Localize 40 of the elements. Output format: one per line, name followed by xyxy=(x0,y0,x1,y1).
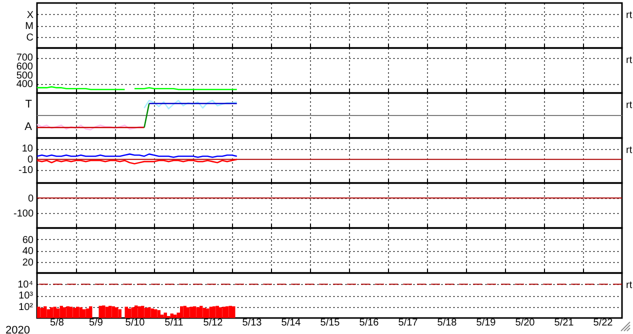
x-tick-label: 5/13 xyxy=(242,318,262,328)
y-tick-label: 10² xyxy=(18,302,34,313)
text: A xyxy=(24,120,33,133)
x-tick-label: 5/15 xyxy=(320,318,340,328)
category-label: M xyxy=(25,21,34,32)
x-tick-label: 5/21 xyxy=(554,318,574,328)
x-tick-label: 5/12 xyxy=(203,318,224,328)
category-label: C xyxy=(26,32,34,44)
category-label: -100 xyxy=(13,208,34,220)
y-tick-label: 10⁴ xyxy=(18,279,33,290)
text: rt xyxy=(626,145,632,156)
y-tick-label: 0 xyxy=(27,154,34,166)
x-tick-label: 5/11 xyxy=(164,318,184,328)
category-label: X xyxy=(26,10,34,21)
text: rt xyxy=(626,10,632,21)
x-tick-label: 5/8 xyxy=(50,318,64,328)
y-tick-label: 700 xyxy=(16,52,34,64)
y-tick-label: 400 xyxy=(16,79,34,90)
category-label: 20 xyxy=(22,257,34,268)
x-tick-label: 5/19 xyxy=(476,318,496,328)
x-axis-title: 2020 xyxy=(6,324,30,334)
x-tick-label: 5/18 xyxy=(437,318,458,328)
text: rt xyxy=(626,100,632,111)
category-label: 40 xyxy=(22,246,34,257)
x-tick-label: 5/22 xyxy=(593,318,614,328)
y-tick-label: 10³ xyxy=(18,290,34,302)
text: rt xyxy=(626,55,632,66)
y-tick-label: 600 xyxy=(16,62,34,73)
y-tick-label: -10 xyxy=(18,165,34,176)
text: rt xyxy=(626,280,632,291)
text: T xyxy=(25,98,32,110)
x-tick-label: 5/16 xyxy=(359,318,380,328)
x-tick-label: 5/10 xyxy=(125,318,146,328)
x-tick-label: 5/14 xyxy=(281,318,302,328)
x-tick-label: 5/9 xyxy=(89,318,104,328)
x-tick-label: 5/20 xyxy=(515,318,536,328)
y-tick-label: 500 xyxy=(16,70,34,82)
y-tick-label: 10 xyxy=(22,144,34,155)
category-label: 60 xyxy=(22,234,34,246)
x-tick-label: 5/17 xyxy=(398,318,418,328)
